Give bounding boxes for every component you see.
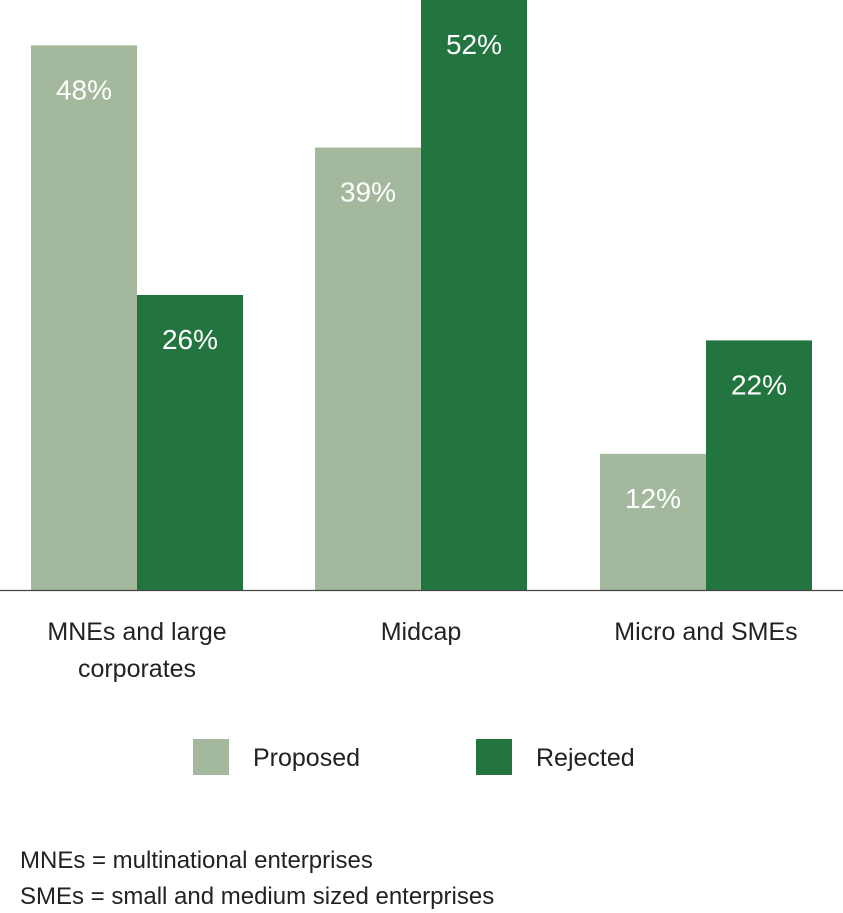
legend-label: Rejected [536, 744, 635, 772]
x-tick-label: corporates [78, 655, 196, 683]
data-label: 22% [731, 369, 787, 400]
data-label: 48% [56, 74, 112, 105]
x-tick-label: Midcap [381, 618, 462, 646]
bar-rejected [137, 295, 243, 590]
legend-label: Proposed [253, 744, 360, 772]
footnote: MNEs = multinational enterprises [20, 847, 373, 874]
bar-rejected [706, 340, 812, 590]
x-tick-label: Micro and SMEs [614, 618, 797, 646]
data-label: 52% [446, 29, 502, 60]
x-tick-label: MNEs and large [47, 618, 226, 646]
bar-rejected [421, 0, 527, 590]
legend-swatch-proposed [193, 739, 229, 775]
data-label: 26% [162, 324, 218, 355]
data-label: 39% [340, 177, 396, 208]
bar-proposed [600, 453, 706, 590]
bar-proposed [31, 45, 137, 590]
data-label: 12% [625, 483, 681, 514]
footnote: SMEs = small and medium sized enterprise… [20, 883, 494, 910]
bar-proposed [315, 147, 421, 590]
legend-swatch-rejected [476, 739, 512, 775]
